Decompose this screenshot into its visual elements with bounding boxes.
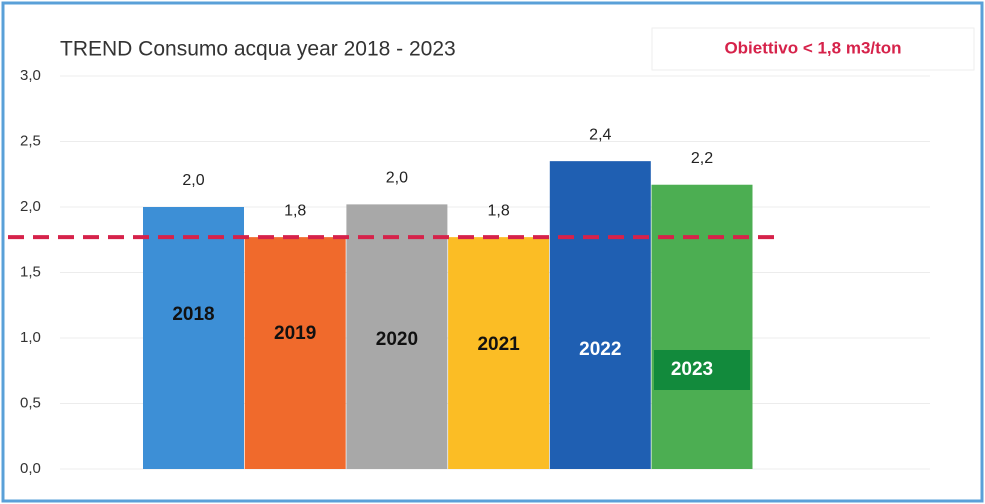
- bar: [244, 237, 346, 469]
- category-label: 2020: [376, 329, 418, 350]
- y-tick-label: 0,0: [20, 460, 41, 477]
- category-box: [654, 350, 750, 390]
- value-label: 2,4: [589, 126, 611, 143]
- category-label: 2021: [477, 334, 520, 355]
- bar: [549, 161, 651, 469]
- bar: [448, 237, 550, 469]
- y-tick-label: 2,5: [20, 132, 41, 149]
- value-label: 2,0: [386, 170, 408, 187]
- category-label: 2019: [274, 323, 316, 344]
- y-tick-label: 3,0: [20, 67, 41, 84]
- annotation: Obiettivo < 1,8 m3/ton: [724, 38, 901, 57]
- value-label: 2,2: [691, 150, 713, 167]
- value-label: 1,8: [284, 202, 306, 219]
- annotation-box: [651, 27, 975, 71]
- y-tick-label: 0,5: [20, 394, 41, 411]
- category-label: 2022: [579, 339, 621, 360]
- category-label: 2018: [172, 304, 214, 325]
- bar: [143, 207, 244, 469]
- category-label: 2023: [671, 359, 713, 380]
- bar: [346, 204, 448, 469]
- bar: [651, 184, 753, 470]
- value-label: 2,0: [182, 172, 204, 189]
- y-tick-label: 1,5: [20, 263, 41, 280]
- y-tick-label: 1,0: [20, 329, 41, 346]
- value-label: 1,8: [487, 202, 509, 219]
- chart-title: TREND Consumo acqua year 2018 - 2023: [60, 38, 456, 61]
- y-tick-label: 2,0: [20, 198, 41, 215]
